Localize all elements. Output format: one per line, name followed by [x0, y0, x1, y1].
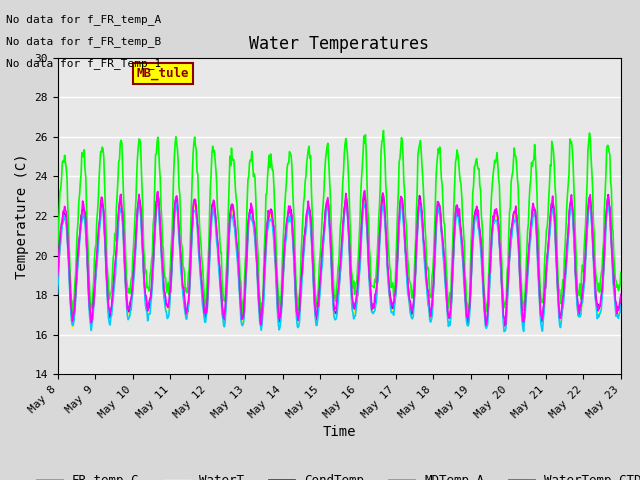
Legend: FR_temp_C, WaterT, CondTemp, MDTemp_A, WaterTemp_CTD: FR_temp_C, WaterT, CondTemp, MDTemp_A, W… [32, 469, 640, 480]
Text: No data for f_FR_temp_A: No data for f_FR_temp_A [6, 14, 162, 25]
Title: Water Temperatures: Water Temperatures [249, 35, 429, 53]
Text: No data for f_FR_temp_B: No data for f_FR_temp_B [6, 36, 162, 47]
X-axis label: Time: Time [323, 425, 356, 439]
Y-axis label: Temperature (C): Temperature (C) [15, 153, 29, 279]
Text: No data for f_FR_Temp_1: No data for f_FR_Temp_1 [6, 58, 162, 69]
Text: MB_tule: MB_tule [136, 67, 189, 81]
